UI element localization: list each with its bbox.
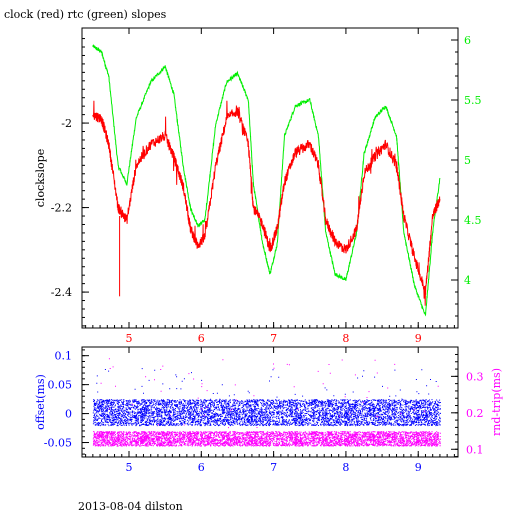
bottom-x-tick-label: 9 [415, 461, 422, 474]
chart-title: clock (red) rtc (green) slopes [4, 8, 167, 21]
bottom-x-tick-label: 5 [126, 461, 133, 474]
bottom-y-tick-label: 0 [65, 408, 72, 421]
bottom-y2-tick-label: 0.3 [466, 370, 484, 383]
top-x-tick-label: 6 [198, 332, 205, 345]
top-y-ticks-left: -2 -2.2 -2.4 [51, 38, 89, 327]
top-y2-tick-label: 5.5 [464, 94, 482, 107]
series-line-rtc [92, 44, 441, 317]
top-y-tick-label: -2.4 [51, 286, 72, 299]
bottom-y-ticks-right: 0.3 0.2 0.1 [451, 353, 484, 458]
top-x-tick-label: 5 [126, 332, 133, 345]
bottom-y-axis-label: offset(ms) [34, 374, 47, 430]
scatter-points-offset [92, 368, 441, 427]
series-line-clock [92, 100, 441, 306]
bottom-y-tick-label: 0.05 [48, 379, 73, 392]
top-plot-frame [81, 27, 459, 329]
top-x-tick-label: 7 [270, 332, 277, 345]
scatter-points-rnd-trip [92, 358, 441, 447]
footer-label: 2013-08-04 dilston [78, 500, 183, 512]
bottom-y-tick-label: 0.1 [55, 350, 73, 363]
top-y-ticks-right: 4 4.5 5 5.5 6 [451, 27, 482, 329]
bottom-y-tick-label: -0.05 [44, 437, 72, 450]
top-y2-tick-label: 4 [464, 274, 471, 287]
top-x-ticks: 5 6 7 8 9 [85, 28, 455, 345]
top-y-tick-label: -2.2 [51, 202, 72, 215]
top-y2-tick-label: 5 [464, 154, 471, 167]
bottom-y2-tick-label: 0.1 [466, 443, 484, 456]
top-x-tick-label: 9 [415, 332, 422, 345]
bottom-y2-axis-label: rnd-trip(ms) [490, 368, 503, 436]
bottom-x-ticks: 5 6 7 8 9 [85, 347, 455, 474]
bottom-x-tick-label: 7 [270, 461, 277, 474]
bottom-y-ticks-left: 0.1 0.05 0 -0.05 [44, 349, 89, 455]
top-x-tick-label: 8 [342, 332, 349, 345]
bottom-series-group [92, 358, 441, 447]
top-y2-tick-label: 6 [464, 34, 471, 47]
bottom-x-tick-label: 6 [198, 461, 205, 474]
top-y2-tick-label: 4.5 [464, 214, 482, 227]
top-y-axis-label: clockslope [34, 149, 47, 207]
top-y-tick-label: -2 [61, 117, 72, 130]
bottom-y2-tick-label: 0.2 [466, 407, 484, 420]
top-series-group [92, 44, 441, 317]
bottom-x-tick-label: 8 [342, 461, 349, 474]
